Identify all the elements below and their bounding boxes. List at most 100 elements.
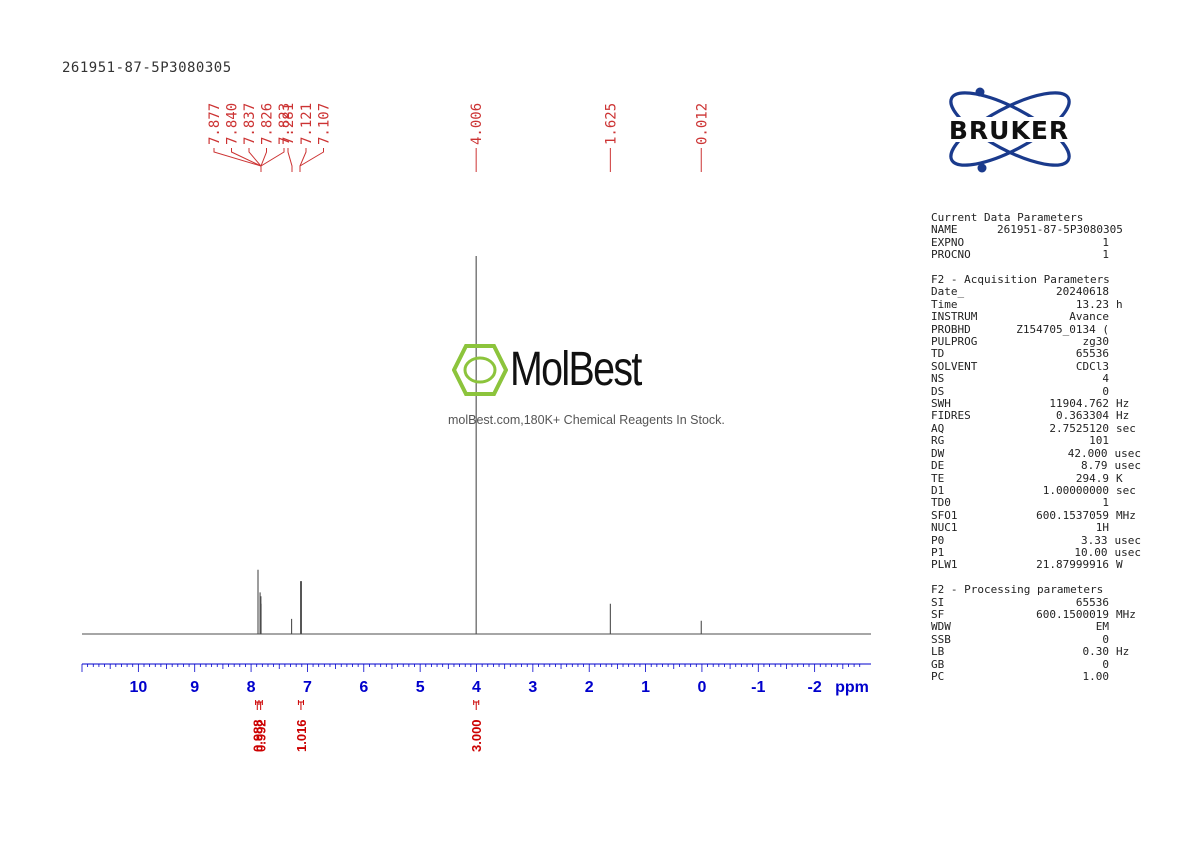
parameter-unit: Hz (1116, 645, 1130, 659)
parameter-row: FIDRES 0.363304 Hz (931, 409, 1141, 423)
parameter-unit (1109, 249, 1116, 261)
x-tick-label: -1 (751, 679, 765, 696)
parameter-unit (1109, 522, 1116, 534)
peak-label: 7.107 (317, 103, 333, 145)
x-axis-label: ppm (835, 679, 869, 696)
peak-label: 7.826 (260, 103, 276, 145)
parameter-value: EM (1095, 620, 1109, 634)
parameter-row: INSTRUM Avance (931, 310, 1141, 324)
parameter-value: 20240618 (1056, 285, 1109, 299)
x-tick-label: 10 (129, 679, 147, 696)
parameter-row: RG 101 (931, 434, 1141, 448)
peak-leader-line (299, 148, 307, 172)
parameter-row: P1 10.00 usec (931, 545, 1142, 559)
parameter-value: 42.000 (1067, 446, 1108, 460)
molbest-tagline: molBest.com,180K+ Chemical Reagents In S… (448, 413, 725, 427)
parameter-row: PROCNO 1 (931, 248, 1141, 262)
parameter-row: LB 0.30 Hz (931, 645, 1141, 659)
parameter-section: F2 - Acquisition Parameters Date_ 20240618… (931, 273, 1142, 572)
parameter-row: AQ 2.7525120 sec (931, 422, 1141, 435)
parameter-value: 3.33 (1081, 533, 1108, 547)
parameter-panel: Current Data Parameters NAME 261951-87-5P3… (931, 211, 1142, 696)
parameter-key: GB (931, 657, 945, 671)
parameter-row: PULPROG zg30 (931, 335, 1141, 349)
parameter-row: TD0 1 (931, 496, 1141, 510)
x-tick-label: -2 (808, 679, 822, 696)
parameter-value: 10.00 (1074, 545, 1108, 559)
parameter-unit (1109, 671, 1116, 683)
peak-label: 4.006 (469, 103, 485, 145)
peak-label: 7.281 (281, 103, 297, 145)
parameter-value: Avance (1069, 310, 1109, 324)
parameter-row: Date_ 20240618 (931, 285, 1141, 299)
parameter-key: D1 (931, 483, 945, 497)
parameter-key: SWH (931, 397, 951, 411)
peak-label: 7.840 (225, 103, 241, 145)
parameter-row: PLW1 21.87999916 W (931, 558, 1141, 571)
parameter-row: TD 65536 (931, 348, 1141, 361)
parameter-unit: K (1116, 471, 1123, 485)
parameter-value: 1.00 (1082, 670, 1110, 683)
parameter-value: CDCl3 (1075, 359, 1109, 373)
parameter-row: SI 65536 (931, 595, 1141, 609)
parameter-key: PROCNO (931, 248, 971, 262)
parameter-row: TE 294.9 K (931, 471, 1141, 485)
parameter-key: DW (931, 446, 945, 460)
x-tick-label: 3 (528, 679, 537, 696)
parameter-value: 4 (1102, 372, 1109, 386)
peak-leader-line (260, 148, 267, 172)
integral-value: 3.000 (469, 719, 484, 752)
parameter-value: 0 (1102, 657, 1109, 671)
spectrum-trace (82, 256, 871, 635)
parameter-key: PC (931, 670, 945, 683)
parameter-unit (1109, 435, 1116, 447)
parameter-key: DE (931, 459, 945, 473)
x-tick-label: 1 (641, 679, 650, 696)
parameter-key: SI (931, 595, 945, 609)
x-tick-label: 7 (303, 679, 312, 696)
parameter-row: P0 3.33 usec (931, 533, 1141, 547)
integral-value: 0.988 (250, 719, 265, 752)
parameter-unit (1109, 659, 1116, 671)
x-tick-label: 9 (190, 679, 199, 696)
x-tick-label: 4 (472, 679, 481, 696)
peak-leader-line (231, 148, 262, 172)
bruker-wordmark: BRUKER (949, 116, 1069, 145)
parameter-unit: Hz (1116, 409, 1130, 423)
parameter-value: 0.30 (1082, 645, 1110, 659)
parameter-value: 1 (1102, 248, 1109, 262)
parameter-row: GB 0 (931, 657, 1141, 671)
x-tick-label: 6 (359, 679, 368, 696)
parameter-row: DS 0 (931, 385, 1141, 398)
parameter-key: INSTRUM (931, 310, 978, 324)
parameter-unit: usec (1114, 446, 1142, 460)
parameter-row: SWH 11904.762 Hz (931, 397, 1141, 411)
parameter-key: NUC1 (931, 521, 958, 535)
parameter-key: PULPROG (931, 335, 978, 349)
parameter-value: 13.23 (1075, 297, 1109, 311)
parameter-value: 294.9 (1075, 471, 1109, 485)
parameter-key: RG (931, 434, 945, 448)
parameter-value: 1H (1095, 521, 1109, 535)
parameter-section: Current Data Parameters NAME 261951-87-5P3… (931, 211, 1141, 262)
parameter-unit (1109, 237, 1116, 249)
parameter-key: NS (931, 372, 945, 386)
parameter-unit (1109, 224, 1116, 236)
peak-leader-line (213, 148, 262, 172)
parameter-unit: usec (1114, 545, 1142, 559)
bruker-logo: BRUKER (922, 84, 1097, 180)
parameter-unit (1109, 336, 1116, 348)
peak-leader-line (299, 148, 324, 172)
parameter-key: Time (931, 297, 958, 311)
parameter-section: F2 - Processing parameters SI 65536 SF 600.1… (931, 583, 1141, 683)
parameter-row: SFO1 600.1537059 MHz (931, 509, 1141, 522)
parameter-key: EXPNO (931, 235, 965, 249)
parameter-value: 11904.762 (1049, 397, 1109, 411)
parameter-key: LB (931, 645, 945, 659)
parameter-key: TD0 (931, 496, 951, 510)
parameter-row: DW 42.000 usec (931, 446, 1142, 460)
parameter-value: 1 (1102, 235, 1109, 249)
parameter-value: zg30 (1082, 335, 1110, 349)
parameter-unit (1109, 373, 1116, 385)
